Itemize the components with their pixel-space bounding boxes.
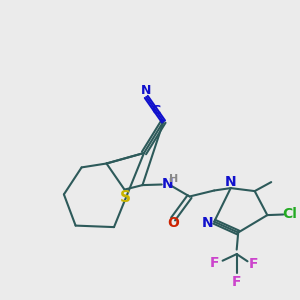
Text: N: N [161, 178, 173, 191]
Text: F: F [232, 275, 242, 289]
Text: F: F [249, 257, 258, 271]
Text: C: C [151, 104, 160, 117]
Text: O: O [167, 216, 179, 230]
Text: Cl: Cl [283, 208, 298, 221]
Text: H: H [169, 174, 178, 184]
Text: F: F [210, 256, 220, 270]
Text: S: S [120, 190, 130, 206]
Text: N: N [141, 84, 152, 97]
Text: N: N [202, 216, 213, 230]
Text: N: N [225, 175, 236, 189]
